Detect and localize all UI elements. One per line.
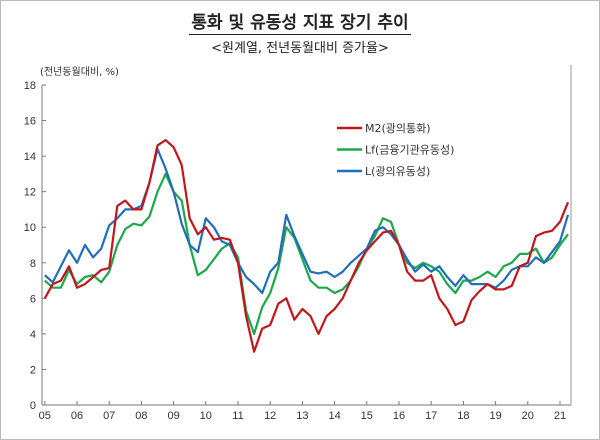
x-tick-label: 16 — [393, 410, 405, 422]
x-tick-label: 18 — [457, 410, 469, 422]
y-tick-label: 8 — [30, 258, 36, 270]
x-tick-label: 05 — [39, 410, 51, 422]
series-line-0 — [43, 139, 570, 353]
chart-subtitle: <원계열, 전년동월대비 증가율> — [211, 41, 389, 56]
x-tick-label: 10 — [200, 410, 212, 422]
legend-label: L(광의유동성) — [365, 165, 430, 178]
x-tick-label: 21 — [554, 410, 566, 422]
x-tick-label: 13 — [296, 410, 308, 422]
x-tick-label: 09 — [167, 410, 179, 422]
y-tick-label: 2 — [30, 364, 36, 376]
y-tick-label: 18 — [24, 80, 36, 92]
x-tick-label: 17 — [425, 410, 437, 422]
y-tick-label: 14 — [24, 151, 36, 163]
x-tick-label: 08 — [135, 410, 147, 422]
y-tick-label: 0 — [30, 400, 36, 412]
legend-label: M2(광의통화) — [365, 122, 431, 135]
x-tick-label: 15 — [361, 410, 373, 422]
y-tick-label: 12 — [24, 187, 36, 199]
x-tick-label: 12 — [264, 410, 276, 422]
x-tick-label: 11 — [232, 410, 243, 422]
x-tick-label: 07 — [103, 410, 115, 422]
y-tick-label: 6 — [30, 293, 36, 305]
y-tick-label: 16 — [24, 116, 36, 128]
x-tick-label: 06 — [71, 410, 83, 422]
x-tick-label: 14 — [328, 410, 340, 422]
series-line-1 — [44, 172, 569, 335]
legend-label: Lf(금융기관유동성) — [365, 144, 454, 157]
y-tick-label: 4 — [30, 329, 36, 341]
x-tick-label: 20 — [522, 410, 534, 422]
y-axis-label: (전년동월대비, %) — [40, 66, 119, 78]
y-tick-label: 10 — [24, 222, 36, 234]
chart-title-text: 통화 및 유동성 지표 장기 추이 — [189, 13, 411, 35]
chart-title: 통화 및 유동성 지표 장기 추이 — [0, 8, 600, 35]
x-tick-label: 19 — [489, 410, 501, 422]
